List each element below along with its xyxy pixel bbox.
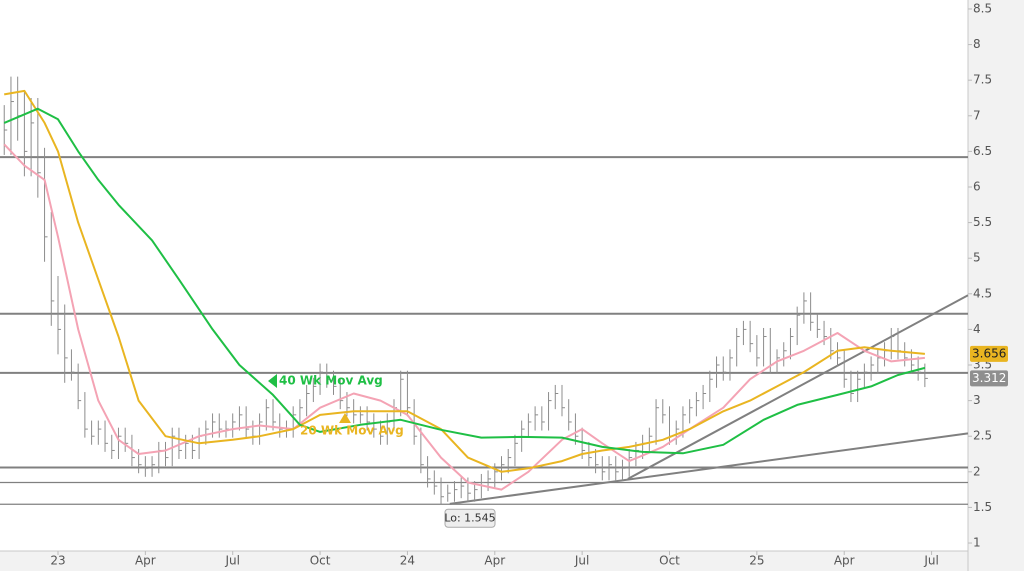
trendline [449,432,969,505]
y-tick-label: 4.5 [973,286,992,300]
y-tick-label: 6.5 [973,144,992,158]
y-tick-label: 7.5 [973,73,992,87]
x-axis-band [0,551,968,571]
x-tick-label: Apr [834,554,855,568]
x-tick-label: Jul [923,554,938,568]
y-tick-label: 1 [973,536,981,550]
y-tick-label: 5 [973,251,981,265]
plot-area [0,76,969,505]
x-tick-label: 23 [50,554,65,568]
x-tick-label: Apr [135,554,156,568]
label-marker [268,374,277,388]
price-label-box [970,345,1008,362]
series-label: 40 Wk Mov Avg [279,374,383,388]
x-tick-label: 25 [749,554,764,568]
y-tick-label: 2 [973,464,981,478]
y-tick-label: 3 [973,393,981,407]
price-label: 3.312 [972,371,1006,385]
y-tick-label: 5.5 [973,215,992,229]
low-label-box [444,508,496,528]
y-tick-label: 8.5 [973,1,992,15]
x-tick-label: 24 [400,554,415,568]
y-axis-band [968,0,1024,571]
y-tick-label: 6 [973,179,981,193]
series-label: 20 Wk Mov Avg [300,424,404,438]
x-tick-label: Oct [310,554,331,568]
price-label-box [970,370,1008,387]
y-tick-label: 8 [973,37,981,51]
x-tick-label: Jul [574,554,589,568]
low-label-text: Lo: 1.545 [444,512,495,525]
x-tick-label: Apr [484,554,505,568]
moving-average-line [3,143,926,491]
x-tick-label: Oct [659,554,680,568]
y-tick-label: 2.5 [973,429,992,443]
low-label: Lo: 1.545 [444,508,496,528]
y-tick-label: 4 [973,322,981,336]
moving-average-line [3,107,926,455]
trendline [627,294,969,480]
price-label: 3.656 [972,346,1006,360]
x-tick-label: Jul [224,554,239,568]
label-marker [339,413,351,423]
y-tick-label: 7 [973,108,981,122]
y-tick-label: 1.5 [973,500,992,514]
